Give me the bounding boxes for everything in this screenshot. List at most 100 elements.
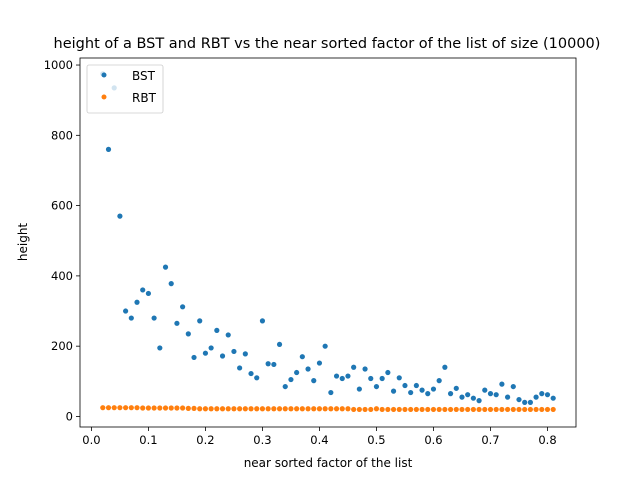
bst-point bbox=[539, 391, 545, 397]
rbt-point bbox=[254, 406, 260, 412]
bst-point bbox=[105, 146, 112, 152]
bst-point bbox=[442, 364, 448, 370]
x-tick-label: 0.4 bbox=[310, 433, 328, 447]
bst-point bbox=[151, 315, 157, 321]
rbt-point bbox=[413, 406, 419, 413]
bst-point bbox=[425, 391, 431, 397]
series-rbt bbox=[100, 405, 556, 413]
bst-point bbox=[487, 391, 494, 397]
rbt-point bbox=[168, 405, 174, 411]
legend-marker-bst bbox=[101, 72, 107, 78]
bst-point bbox=[259, 318, 266, 324]
bst-point bbox=[162, 264, 169, 270]
legend-marker-rbt bbox=[101, 94, 107, 100]
bst-point bbox=[527, 399, 533, 405]
x-tick-label: 0.3 bbox=[253, 433, 271, 447]
bst-point bbox=[197, 318, 203, 324]
bst-point bbox=[476, 398, 482, 404]
bst-point bbox=[430, 386, 437, 392]
rbt-point bbox=[544, 406, 551, 413]
y-axis-ticks: 0 200 400 600 800 1000 bbox=[44, 58, 80, 423]
rbt-point bbox=[362, 406, 368, 413]
chart-title: height of a BST and RBT vs the near sort… bbox=[54, 36, 601, 52]
bst-point bbox=[544, 392, 551, 398]
series-layer bbox=[100, 71, 556, 413]
bst-point bbox=[499, 381, 505, 387]
rbt-point bbox=[533, 406, 539, 413]
bst-point bbox=[299, 354, 305, 360]
rbt-point bbox=[408, 406, 414, 413]
rbt-point bbox=[510, 406, 516, 413]
y-tick-label: 600 bbox=[51, 199, 73, 213]
bst-point bbox=[145, 290, 152, 297]
bst-point bbox=[465, 392, 471, 398]
rbt-point bbox=[356, 406, 362, 413]
bst-point bbox=[180, 304, 186, 310]
rbt-point bbox=[504, 406, 511, 413]
rbt-point bbox=[465, 406, 471, 413]
rbt-point bbox=[299, 406, 305, 412]
bst-point bbox=[242, 351, 248, 357]
rbt-point bbox=[333, 406, 340, 412]
rbt-point bbox=[351, 406, 357, 413]
rbt-point bbox=[117, 405, 123, 411]
x-axis-ticks: 0.0 0.1 0.2 0.3 0.4 0.5 0.6 0.7 0.8 bbox=[82, 427, 557, 447]
x-tick-label: 0.6 bbox=[424, 433, 442, 447]
rbt-point bbox=[128, 405, 134, 411]
rbt-point bbox=[339, 406, 345, 412]
bst-point bbox=[191, 354, 197, 361]
bst-point bbox=[345, 373, 351, 379]
x-tick-label: 0.2 bbox=[196, 433, 214, 447]
bst-point bbox=[276, 341, 283, 348]
x-tick-label: 0.0 bbox=[82, 433, 100, 447]
rbt-point bbox=[100, 405, 106, 411]
bst-point bbox=[516, 396, 522, 403]
bst-point bbox=[214, 327, 220, 333]
x-axis-label: near sorted factor of the list bbox=[244, 456, 413, 470]
bst-point bbox=[305, 366, 311, 372]
y-tick-label: 1000 bbox=[44, 58, 73, 72]
rbt-point bbox=[305, 406, 311, 412]
bst-point bbox=[123, 308, 129, 314]
series-bst bbox=[100, 71, 556, 405]
rbt-point bbox=[328, 406, 334, 412]
bst-point bbox=[482, 387, 488, 393]
rbt-point bbox=[237, 406, 243, 412]
bst-point bbox=[396, 375, 402, 381]
bst-point bbox=[351, 364, 357, 370]
rbt-point bbox=[276, 406, 283, 412]
bst-point bbox=[510, 383, 516, 390]
rbt-point bbox=[145, 405, 152, 411]
bst-point bbox=[168, 281, 174, 287]
bst-point bbox=[134, 299, 140, 305]
bst-point bbox=[322, 343, 328, 349]
bst-point bbox=[254, 375, 260, 381]
rbt-point bbox=[259, 406, 266, 412]
bst-point bbox=[459, 394, 465, 400]
rbt-point bbox=[271, 406, 277, 412]
rbt-point bbox=[527, 406, 533, 413]
rbt-point bbox=[214, 406, 220, 412]
bst-point bbox=[185, 331, 191, 337]
rbt-point bbox=[470, 406, 476, 413]
rbt-point bbox=[248, 406, 254, 412]
rbt-point bbox=[185, 405, 191, 411]
y-tick-label: 200 bbox=[51, 339, 73, 353]
rbt-point bbox=[425, 406, 431, 413]
y-tick-label: 400 bbox=[51, 269, 73, 283]
rbt-point bbox=[493, 406, 499, 413]
bst-point bbox=[408, 389, 414, 396]
bst-point bbox=[368, 375, 374, 382]
rbt-point bbox=[162, 405, 169, 411]
rbt-point bbox=[105, 405, 112, 411]
rbt-point bbox=[522, 406, 528, 413]
rbt-point bbox=[180, 405, 186, 411]
rbt-point bbox=[373, 406, 380, 412]
rbt-point bbox=[550, 406, 556, 413]
y-axis-label: height bbox=[16, 223, 30, 262]
x-tick-label: 0.8 bbox=[538, 433, 556, 447]
bst-point bbox=[219, 353, 226, 359]
bst-point bbox=[453, 385, 459, 391]
bst-point bbox=[208, 345, 214, 351]
